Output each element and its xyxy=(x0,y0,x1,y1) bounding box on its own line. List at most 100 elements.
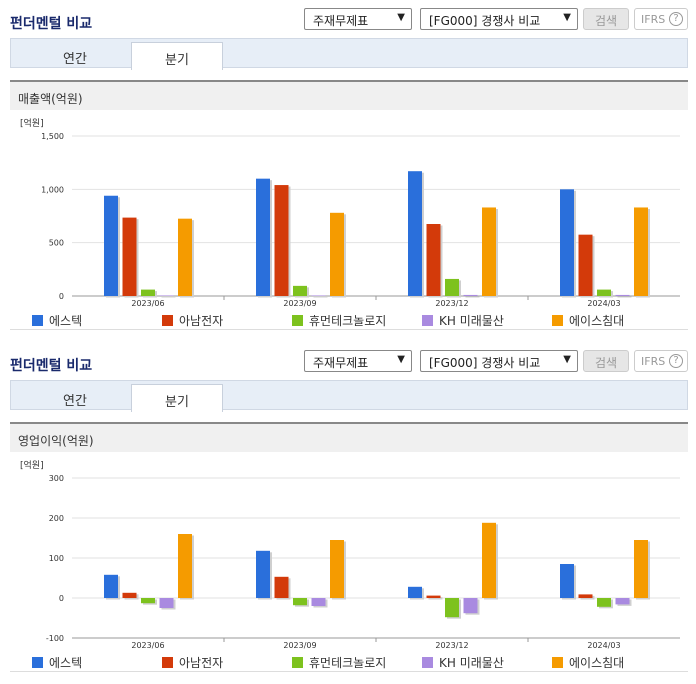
section-title: 영업이익(억원) xyxy=(10,422,688,452)
bar[interactable] xyxy=(274,576,289,598)
statement-type-value: 주재무제표 xyxy=(313,14,369,28)
bar[interactable] xyxy=(330,212,344,296)
legend-item[interactable]: 에이스침대 xyxy=(552,654,624,671)
bar[interactable] xyxy=(445,278,459,296)
bar[interactable] xyxy=(634,540,648,598)
bar[interactable] xyxy=(293,285,307,296)
x-tick-label: 2023/12 xyxy=(435,299,468,308)
y-tick-label: 500 xyxy=(49,239,64,248)
legend-item[interactable]: 아남전자 xyxy=(162,312,223,329)
ifrs-toggle[interactable]: IFRS? xyxy=(634,8,688,30)
help-icon[interactable]: ? xyxy=(669,12,683,26)
bar-shadow xyxy=(617,296,632,298)
legend-item[interactable]: 에스텍 xyxy=(32,312,82,329)
x-tick-label: 2024/03 xyxy=(587,641,620,650)
bar[interactable] xyxy=(615,294,630,296)
bar[interactable] xyxy=(178,218,192,296)
ifrs-toggle[interactable]: IFRS? xyxy=(634,350,688,372)
bar-shadow xyxy=(465,296,480,298)
bar[interactable] xyxy=(293,598,307,606)
legend-item[interactable]: 휴먼테크놀로지 xyxy=(292,654,386,671)
ifrs-label: IFRS xyxy=(641,355,666,368)
bar[interactable] xyxy=(482,207,496,296)
bar[interactable] xyxy=(274,185,289,296)
bar[interactable] xyxy=(408,586,422,598)
search-button[interactable]: 검색 xyxy=(583,8,629,30)
bar[interactable] xyxy=(560,564,574,598)
bar[interactable] xyxy=(463,598,478,614)
bar[interactable] xyxy=(634,207,648,296)
legend-swatch xyxy=(422,657,433,668)
legend-swatch xyxy=(162,657,173,668)
chevron-down-icon: ▼ xyxy=(563,12,571,23)
legend-item[interactable]: 휴먼테크놀로지 xyxy=(292,312,386,329)
bar[interactable] xyxy=(330,540,344,598)
tab-annual[interactable]: 연간 xyxy=(63,394,87,409)
bar[interactable] xyxy=(560,189,574,296)
bar[interactable] xyxy=(426,595,441,598)
statement-type-select[interactable]: 주재무제표 ▼ xyxy=(304,350,412,372)
y-tick-label: 0 xyxy=(59,594,64,603)
bar-shadow xyxy=(428,597,443,600)
bar[interactable] xyxy=(597,598,611,607)
chevron-down-icon: ▼ xyxy=(397,354,405,365)
bar[interactable] xyxy=(159,295,174,296)
comparison-group-select[interactable]: [FG000] 경쟁사 비교 ▼ xyxy=(420,8,578,30)
legend-swatch xyxy=(32,315,43,326)
bar[interactable] xyxy=(311,598,326,606)
panel-header: 펀더멘털 비교 주재무제표 ▼ [FG000] 경쟁사 비교 ▼ 검색 IFRS? xyxy=(0,0,696,36)
bar[interactable] xyxy=(178,534,192,598)
panel-title: 펀더멘털 비교 xyxy=(10,16,93,32)
bar[interactable] xyxy=(122,592,137,598)
legend-item[interactable]: KH 미래물산 xyxy=(422,654,504,671)
bar[interactable] xyxy=(408,171,422,296)
bar[interactable] xyxy=(615,598,630,605)
legend-item[interactable]: 에이스침대 xyxy=(552,312,624,329)
bar[interactable] xyxy=(482,522,496,598)
bar[interactable] xyxy=(159,598,174,608)
unit-label: [억원] xyxy=(20,117,44,129)
bar[interactable] xyxy=(463,294,478,296)
y-tick-label: -100 xyxy=(46,634,64,643)
bar[interactable] xyxy=(256,550,270,598)
legend-item[interactable]: KH 미래물산 xyxy=(422,312,504,329)
bar[interactable] xyxy=(256,178,270,296)
tab-quarterly[interactable]: 분기 xyxy=(131,42,223,70)
legend-label: KH 미래물산 xyxy=(439,656,504,670)
bar[interactable] xyxy=(578,594,593,598)
legend-swatch xyxy=(32,657,43,668)
bar-shadow xyxy=(161,296,176,298)
tab-quarterly[interactable]: 분기 xyxy=(131,384,223,412)
bar[interactable] xyxy=(311,295,326,296)
bar[interactable] xyxy=(104,195,118,296)
legend-swatch xyxy=(552,657,563,668)
statement-type-select[interactable]: 주재무제표 ▼ xyxy=(304,8,412,30)
y-tick-label: 200 xyxy=(49,514,64,523)
bar[interactable] xyxy=(597,289,611,296)
bar[interactable] xyxy=(578,234,593,296)
bar[interactable] xyxy=(104,574,118,598)
search-button[interactable]: 검색 xyxy=(583,350,629,372)
bar[interactable] xyxy=(426,224,441,296)
bar[interactable] xyxy=(122,217,137,296)
legend-swatch xyxy=(422,315,433,326)
x-tick-label: 2023/06 xyxy=(131,641,164,650)
bar[interactable] xyxy=(141,289,155,296)
legend-item[interactable]: 아남전자 xyxy=(162,654,223,671)
y-tick-label: 1,000 xyxy=(41,185,64,194)
legend-label: 에스텍 xyxy=(49,656,83,670)
help-icon[interactable]: ? xyxy=(669,354,683,368)
bar[interactable] xyxy=(445,598,459,618)
legend-item[interactable]: 에스텍 xyxy=(32,654,82,671)
period-tabs: 연간 분기 xyxy=(10,38,688,70)
x-tick-label: 2023/12 xyxy=(435,641,468,650)
comparison-group-select[interactable]: [FG000] 경쟁사 비교 ▼ xyxy=(420,350,578,372)
period-tabs: 연간 분기 xyxy=(10,380,688,412)
tab-annual[interactable]: 연간 xyxy=(63,52,87,67)
comparison-group-value: [FG000] 경쟁사 비교 xyxy=(429,356,541,370)
y-tick-label: 1,500 xyxy=(41,132,64,141)
x-tick-label: 2023/06 xyxy=(131,299,164,308)
x-tick-label: 2024/03 xyxy=(587,299,620,308)
bar[interactable] xyxy=(141,598,155,604)
unit-label: [억원] xyxy=(20,459,44,471)
